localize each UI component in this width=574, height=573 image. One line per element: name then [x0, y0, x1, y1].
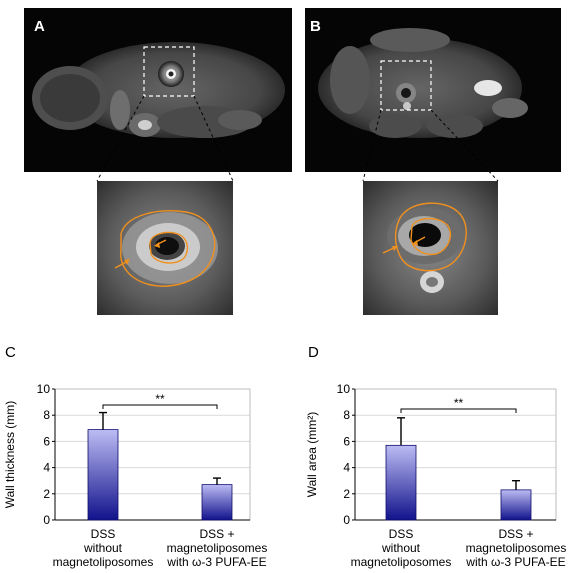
panel-label-d: D — [308, 344, 319, 361]
y-tick-label: 10 — [37, 382, 51, 396]
mri-panel-a: A — [24, 8, 292, 172]
category-label: magnetoliposomes — [466, 541, 567, 555]
y-axis-label: Wall area (mm²) — [305, 412, 319, 498]
bar — [385, 444, 417, 521]
y-tick-label: 6 — [343, 434, 350, 448]
y-axis-label: Wall thickness (mm) — [3, 401, 17, 509]
panel-label-c: C — [5, 344, 16, 361]
category-label: with ω-3 PUFA-EE — [465, 555, 565, 569]
y-tick-label: 2 — [43, 487, 50, 501]
y-tick-label: 0 — [343, 513, 350, 527]
y-tick-label: 4 — [343, 461, 350, 475]
panel-label-b: B — [310, 18, 321, 35]
significance-bracket — [102, 404, 218, 409]
significance-bracket — [400, 408, 517, 413]
category-label: DSS — [91, 527, 116, 541]
category-label: with ω-3 PUFA-EE — [166, 555, 266, 569]
significance-label: ** — [155, 392, 165, 406]
inset-a — [97, 181, 233, 315]
bar — [500, 489, 532, 521]
category-label: DSS + — [199, 527, 234, 541]
y-tick-label: 8 — [343, 408, 350, 422]
y-tick-label: 0 — [43, 513, 50, 527]
y-tick-label: 8 — [43, 408, 50, 422]
bar — [87, 429, 119, 521]
zoom-connectors — [96, 95, 499, 182]
y-tick-label: 2 — [343, 487, 350, 501]
category-label: DSS — [389, 527, 414, 541]
category-label: magnetoliposomes — [53, 555, 154, 569]
category-label: magnetoliposomes — [167, 541, 268, 555]
inset-b — [363, 181, 498, 315]
y-tick-label: 10 — [337, 382, 351, 396]
y-tick-label: 4 — [43, 461, 50, 475]
mri-panel-b: B — [305, 8, 561, 172]
y-tick-label: 6 — [43, 434, 50, 448]
category-label: without — [83, 541, 123, 555]
category-label: magnetoliposomes — [351, 555, 452, 569]
category-label: DSS + — [498, 527, 533, 541]
bar — [201, 484, 233, 521]
significance-label: ** — [454, 396, 464, 410]
category-label: without — [381, 541, 421, 555]
panel-label-a: A — [34, 18, 45, 35]
